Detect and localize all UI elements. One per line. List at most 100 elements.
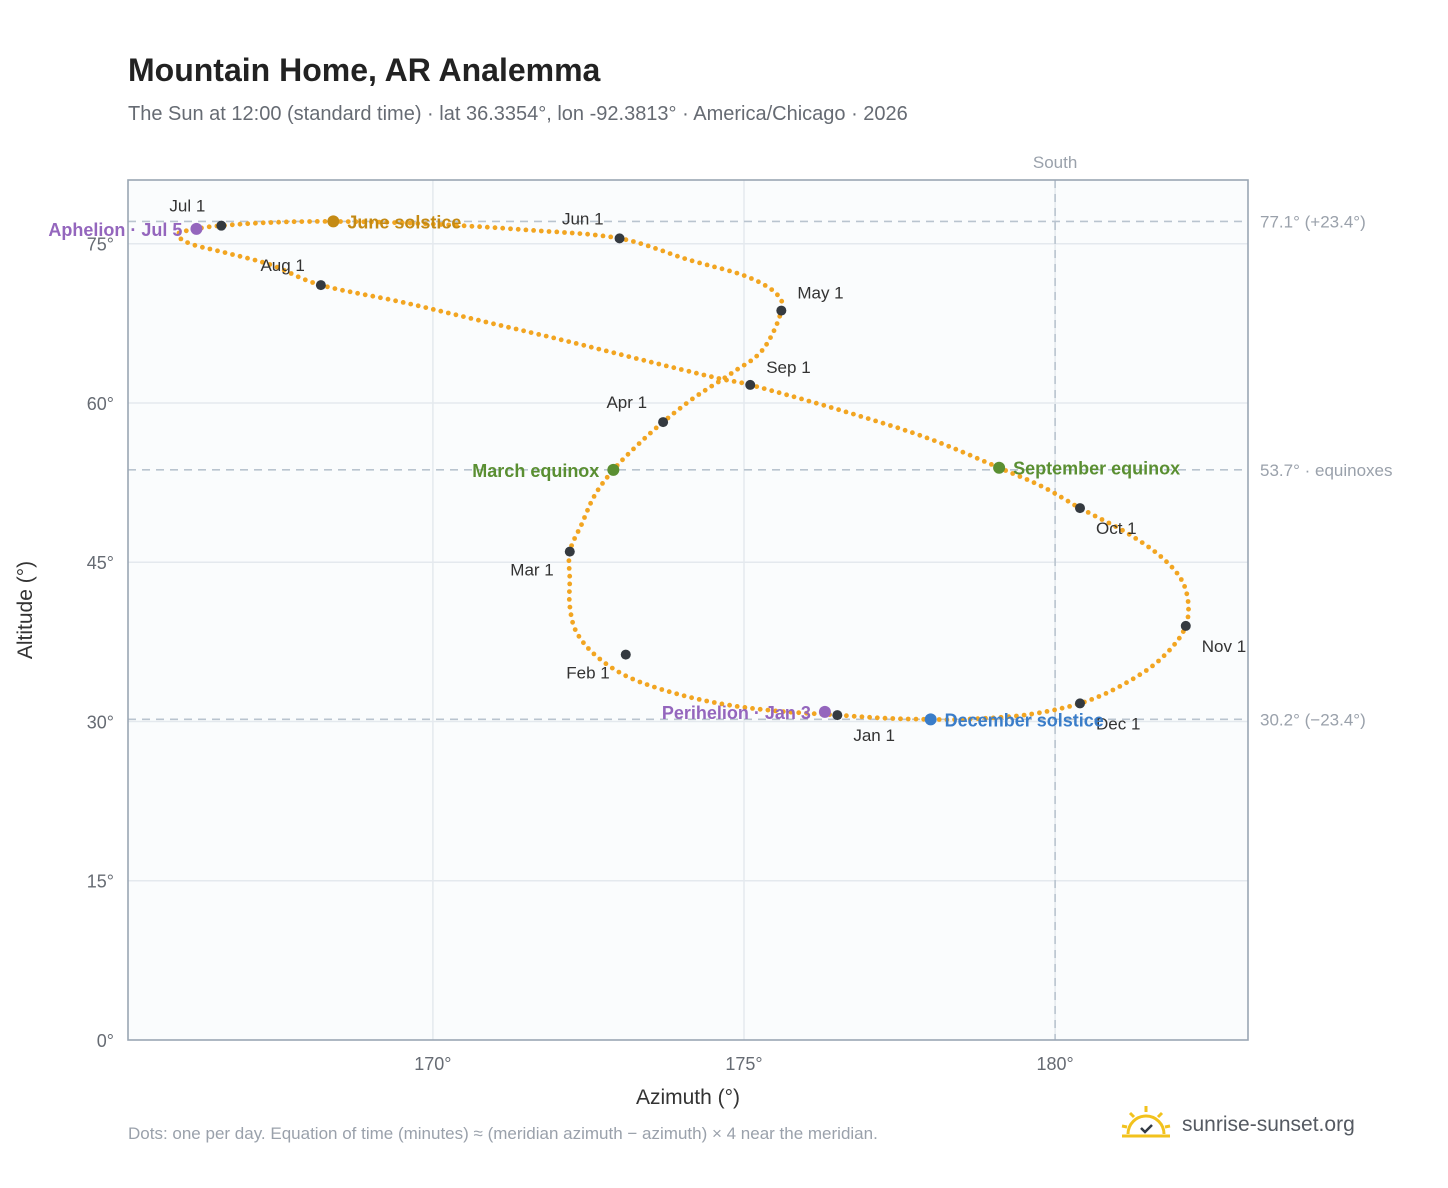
daily-sun-dot xyxy=(888,423,893,428)
daily-sun-dot xyxy=(276,219,281,225)
daily-sun-dot xyxy=(576,633,582,639)
daily-sun-dot xyxy=(779,298,785,304)
daily-sun-dot xyxy=(813,400,819,406)
daily-sun-dot xyxy=(575,529,581,534)
daily-sun-dot xyxy=(642,435,648,441)
event-label: Aphelion · Jul 5 xyxy=(48,220,182,240)
daily-sun-dot xyxy=(569,230,575,236)
chart-title: Mountain Home, AR Analemma xyxy=(128,52,601,88)
daily-sun-dot xyxy=(484,224,490,230)
daily-sun-dot xyxy=(572,536,577,541)
daily-sun-dot xyxy=(788,709,794,715)
daily-sun-dot xyxy=(734,704,740,709)
daily-sun-dot xyxy=(592,232,598,238)
daily-sun-dot xyxy=(1038,483,1044,489)
plot-frame xyxy=(127,179,1249,1041)
daily-sun-dot xyxy=(724,377,729,383)
daily-sun-dot xyxy=(284,219,289,225)
daily-sun-dot xyxy=(748,358,754,364)
daily-sun-dot xyxy=(498,323,504,328)
daily-sun-dot xyxy=(774,321,780,326)
daily-sun-dot xyxy=(551,335,557,341)
event-label: June solstice xyxy=(347,212,461,232)
daily-sun-dot xyxy=(385,296,391,302)
daily-sun-dot xyxy=(299,219,305,225)
daily-sun-dot xyxy=(953,446,959,452)
daily-sun-dot xyxy=(913,716,919,722)
daily-sun-dot xyxy=(506,324,511,330)
daily-sun-dot xyxy=(1017,474,1023,479)
daily-sun-dot xyxy=(1067,704,1072,709)
x-tick-label: 175° xyxy=(725,1054,762,1074)
y-tick-label: 60° xyxy=(87,394,114,414)
event-marker xyxy=(327,215,340,228)
daily-sun-dot xyxy=(528,330,534,335)
daily-sun-dot xyxy=(791,394,797,400)
daily-sun-dot xyxy=(245,221,251,227)
brand-logo[interactable]: sunrise-sunset.org xyxy=(1120,1100,1355,1150)
daily-sun-dot xyxy=(750,706,755,711)
daily-sun-dot xyxy=(666,689,672,695)
daily-sun-dot xyxy=(1052,707,1057,713)
daily-sun-dot xyxy=(780,709,786,714)
daily-sun-dot xyxy=(1099,517,1105,522)
daily-sun-dot xyxy=(1037,710,1042,716)
daily-sun-dot xyxy=(222,250,228,256)
daily-sun-dot xyxy=(600,481,605,486)
daily-sun-dot xyxy=(591,494,597,499)
daily-sun-dot xyxy=(1182,584,1187,589)
daily-sun-dot xyxy=(689,258,695,264)
daily-sun-dot xyxy=(754,353,760,359)
daily-sun-dot xyxy=(408,301,414,307)
daily-sun-dot xyxy=(1045,487,1051,492)
daily-sun-dot xyxy=(769,388,775,394)
daily-sun-dot xyxy=(579,522,584,527)
daily-sun-dot xyxy=(644,682,650,687)
daily-sun-dot xyxy=(1150,663,1155,669)
daily-sun-dot xyxy=(415,221,421,226)
month-markers: Jan 1 Feb 1 Mar 1 Apr 1 May 1 Jun 1 Jul 1 Aug 1… xyxy=(169,197,1246,745)
daily-sun-dot xyxy=(905,716,911,722)
daily-sun-dot xyxy=(325,284,330,290)
event-label: September equinox xyxy=(1013,459,1180,479)
daily-sun-dot xyxy=(523,227,529,233)
daily-sun-dot xyxy=(252,257,258,263)
daily-sun-dot xyxy=(1167,647,1172,653)
daily-sun-dot xyxy=(438,222,444,227)
daily-sun-dot xyxy=(616,669,622,675)
daily-sun-dot xyxy=(260,220,266,226)
daily-sun-dot xyxy=(566,597,572,602)
month-label: Sep 1 xyxy=(766,358,810,377)
daily-sun-dot xyxy=(821,402,827,408)
daily-sun-dot xyxy=(608,234,614,240)
daily-sun-dot xyxy=(998,714,1004,720)
daily-sun-dot xyxy=(660,248,666,254)
daily-sun-dot xyxy=(716,376,722,381)
daily-sun-dot xyxy=(483,319,489,325)
daily-sun-dot xyxy=(682,256,688,261)
daily-sun-dot xyxy=(1110,687,1116,693)
daily-sun-dot xyxy=(567,589,572,594)
daily-sun-dot xyxy=(508,226,513,232)
daily-sun-dot xyxy=(1139,540,1145,545)
daily-sun-dot xyxy=(674,691,680,697)
daily-sun-dot xyxy=(581,640,586,646)
month-marker xyxy=(776,305,787,316)
daily-sun-dot xyxy=(775,292,780,298)
daily-sun-dot xyxy=(882,715,888,721)
daily-sun-dot xyxy=(990,715,996,721)
daily-sun-dot xyxy=(567,604,573,610)
daily-sun-dot xyxy=(773,708,778,714)
daily-sun-dot xyxy=(609,665,615,671)
footnote: Dots: one per day. Equation of time (min… xyxy=(128,1124,878,1143)
daily-sun-dot xyxy=(711,700,717,705)
daily-sun-dot xyxy=(796,710,802,716)
daily-sun-dot xyxy=(756,279,761,285)
daily-sun-dot xyxy=(604,474,610,480)
daily-sun-dot xyxy=(804,710,809,716)
month-label: Mar 1 xyxy=(510,561,553,580)
daily-sun-dot xyxy=(1044,709,1050,714)
daily-sun-dot xyxy=(438,308,444,314)
daily-sun-dot xyxy=(1006,714,1012,720)
event-label: March equinox xyxy=(472,461,599,481)
